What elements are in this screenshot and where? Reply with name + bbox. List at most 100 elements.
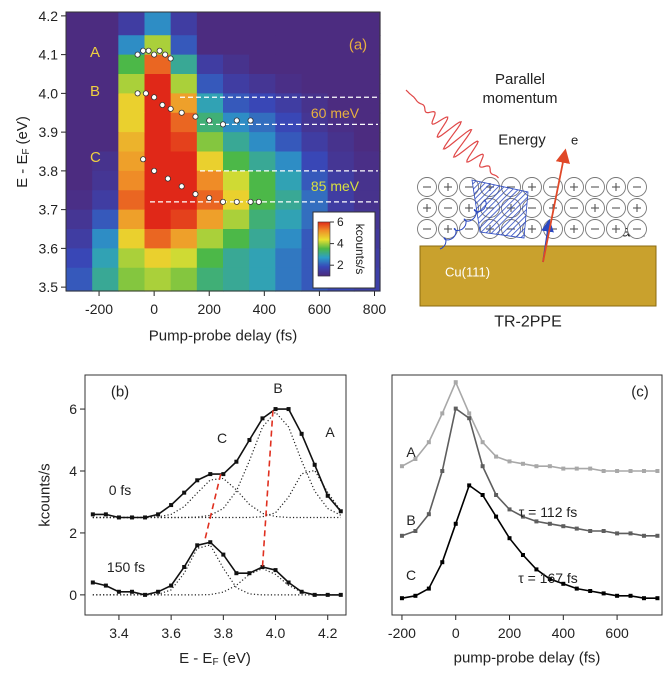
y-tick-label: 3.8	[39, 163, 59, 179]
colorbar-swatch	[318, 224, 330, 227]
heatmap-cell	[223, 132, 250, 153]
data-point	[286, 407, 291, 412]
heatmap-cell	[301, 93, 329, 114]
heatmap-cell	[327, 132, 355, 153]
data-point	[520, 553, 525, 557]
heatmap-cell	[118, 190, 146, 211]
x-tick-label: 200	[498, 625, 522, 641]
peak-point	[167, 105, 174, 112]
data-point	[655, 469, 660, 473]
heatmap-cell	[170, 35, 198, 56]
colorbar-swatch	[318, 222, 330, 225]
data-point	[641, 469, 646, 473]
colorbar-swatch	[318, 246, 330, 249]
electron-label: e	[571, 133, 578, 148]
data-point	[440, 469, 445, 473]
heatmap-cell	[170, 93, 198, 114]
colorbar-swatch	[318, 262, 330, 265]
heatmap-cell	[249, 35, 276, 56]
heatmap-cell	[275, 93, 303, 114]
heatmap-cell	[170, 267, 198, 292]
x-tick-label: 200	[198, 301, 222, 317]
data-point	[273, 568, 278, 573]
heatmap-cell	[144, 209, 172, 230]
heatmap-cell	[275, 132, 303, 153]
data-point	[413, 593, 418, 598]
x-tick-label: 0	[150, 301, 158, 317]
heatmap-cell	[92, 209, 119, 230]
colorbar-swatch	[318, 268, 330, 271]
heatmap-cell	[327, 74, 355, 94]
heatmap-cell	[118, 35, 146, 56]
data-point	[90, 512, 95, 517]
colorbar-swatch	[318, 251, 330, 254]
heatmap-cell	[170, 248, 198, 269]
x-tick-label: 600	[605, 625, 629, 641]
heatmap-cell	[144, 54, 172, 75]
colorbar-swatch	[318, 226, 330, 229]
heatmap-cell	[223, 35, 250, 56]
heatmap-cell	[66, 12, 93, 36]
colorbar-swatch	[318, 227, 330, 230]
heatmap-cell	[301, 35, 329, 56]
y-tick-label: 3.6	[39, 240, 59, 256]
data-point	[208, 540, 213, 545]
heatmap-cell	[92, 151, 119, 172]
colorbar-tick-label: 4	[337, 237, 344, 251]
heatmap-cell	[327, 151, 355, 172]
colorbar-swatch	[318, 247, 330, 250]
data-point	[260, 565, 265, 569]
data-point	[453, 521, 458, 526]
heatmap-cell	[196, 74, 224, 94]
heatmap-cell	[301, 74, 329, 94]
heatmap-cell	[223, 74, 250, 94]
emission-arrow	[542, 148, 570, 263]
data-point	[195, 543, 200, 548]
peak-point	[233, 198, 240, 205]
data-point	[547, 464, 552, 469]
heatmap-cell	[249, 112, 276, 133]
x-tick-label: 3.4	[109, 625, 129, 641]
heatmap-cell	[170, 209, 198, 230]
colorbar-swatch	[318, 231, 330, 234]
heatmap-cell	[118, 93, 146, 114]
heatmap-cell	[223, 170, 250, 191]
data-point	[260, 416, 265, 421]
heatmap-cell	[144, 132, 172, 153]
peak-point	[206, 117, 213, 124]
peak-name: C	[90, 149, 101, 166]
x-tick-label: 0	[452, 625, 460, 641]
label-subscript: F	[212, 657, 218, 668]
data-line	[401, 484, 658, 599]
plot-frame	[391, 374, 663, 616]
heatmap-cell	[353, 12, 381, 36]
plot-frame	[84, 374, 347, 616]
data-point	[312, 592, 317, 597]
heatmap-cell	[353, 112, 381, 133]
y-tick-label: 3.7	[39, 202, 59, 218]
data-point	[195, 478, 200, 483]
heatmap-cell	[118, 112, 146, 133]
peak-point	[164, 175, 171, 182]
heatmap-cell	[66, 112, 93, 133]
guide-line	[261, 410, 274, 568]
data-point	[628, 593, 633, 598]
colorbar-swatch	[318, 245, 330, 248]
colorbar-swatch	[318, 243, 330, 246]
heatmap-cell	[144, 190, 172, 211]
data-point	[169, 503, 174, 508]
colorbar-swatch	[318, 236, 330, 239]
colorbar-swatch	[318, 263, 330, 266]
data-point	[641, 533, 646, 538]
x-tick-label: -200	[85, 301, 113, 317]
colorbar-swatch	[318, 239, 330, 242]
colorbar-swatch	[318, 248, 330, 251]
heatmap-cell	[196, 170, 224, 191]
heatmap-cell	[144, 170, 172, 191]
colorbar-swatch	[318, 253, 330, 256]
x-tick-label: 400	[552, 625, 576, 641]
series-label: 150 fs	[107, 559, 145, 575]
data-point	[534, 464, 539, 469]
